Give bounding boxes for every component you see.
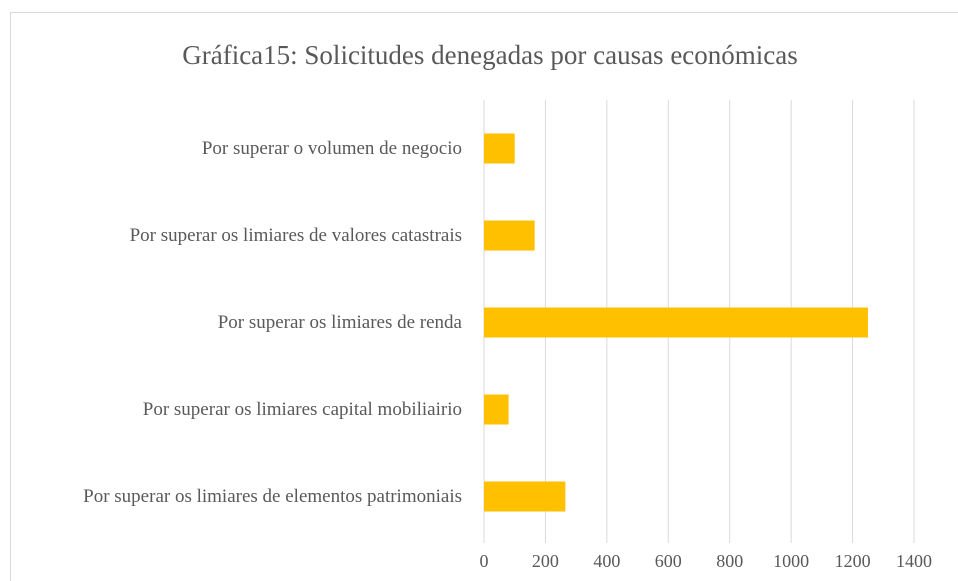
x-tick-label: 600 bbox=[655, 551, 682, 571]
bar bbox=[484, 220, 535, 251]
y-tick-label: Por superar os limiares de elementos pat… bbox=[83, 485, 462, 507]
bar bbox=[484, 394, 509, 425]
y-tick-label: Por superar o volumen de negocio bbox=[201, 137, 462, 159]
x-tick-label: 200 bbox=[532, 551, 559, 571]
x-tick-label: 0 bbox=[480, 551, 489, 571]
chart-title: Gráfica15: Solicitudes denegadas por cau… bbox=[182, 40, 798, 70]
y-tick-label: Por superar os limiares de valores catas… bbox=[129, 224, 462, 246]
y-tick-label: Por superar os limiares capital mobiliai… bbox=[142, 398, 462, 420]
x-tick-label: 800 bbox=[716, 551, 743, 571]
bar bbox=[484, 307, 868, 338]
chart-border bbox=[10, 12, 958, 581]
x-tick-label: 1400 bbox=[896, 551, 932, 571]
bar bbox=[484, 133, 515, 164]
x-tick-label: 400 bbox=[593, 551, 620, 571]
x-tick-label: 1200 bbox=[835, 551, 871, 571]
x-tick-label: 1000 bbox=[773, 551, 809, 571]
y-tick-label: Por superar os limiares de renda bbox=[217, 311, 462, 333]
bar bbox=[484, 481, 566, 512]
